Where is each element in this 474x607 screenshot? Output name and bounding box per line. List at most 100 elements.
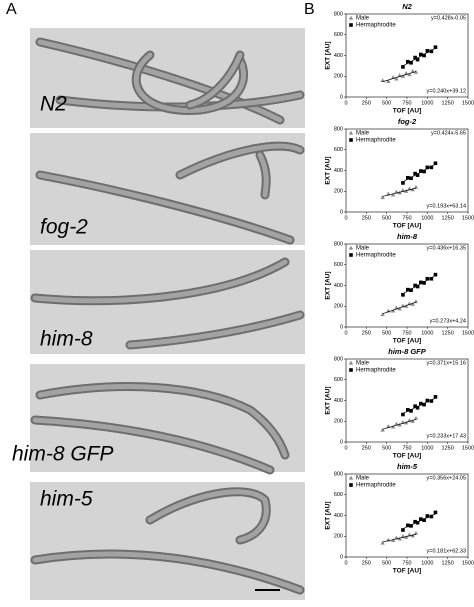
- marker: [397, 536, 402, 541]
- x-tick-label: 500: [382, 560, 391, 566]
- marker: [401, 293, 405, 297]
- marker: [425, 514, 430, 518]
- legend-marker: [348, 360, 354, 365]
- fit-line: [382, 71, 417, 83]
- marker: [401, 65, 405, 69]
- image-label: him-5: [40, 488, 93, 511]
- y-tick-label: 200: [334, 304, 343, 310]
- legend-marker: [349, 253, 353, 257]
- marker: [407, 72, 412, 77]
- marker: [413, 283, 417, 288]
- marker: [400, 74, 406, 78]
- legend-label: Hermaphrodite: [356, 23, 396, 29]
- y-tick-label: 200: [334, 419, 343, 425]
- x-tick-label: 1000: [421, 330, 433, 336]
- x-tick-label: 500: [382, 445, 391, 451]
- marker: [390, 192, 396, 197]
- marker: [419, 517, 423, 521]
- marker: [413, 171, 417, 176]
- worm-body: [177, 143, 303, 178]
- marker: [422, 281, 426, 285]
- marker: [413, 519, 417, 524]
- marker: [380, 427, 385, 432]
- fit-label: y=0.424x-5.65: [431, 130, 466, 136]
- x-tick-label: 1500: [462, 445, 474, 451]
- worm-body: [147, 489, 269, 543]
- marker: [419, 52, 423, 57]
- x-axis-label: TOF [AU]: [393, 338, 421, 345]
- marker: [413, 404, 417, 409]
- marker: [390, 424, 396, 429]
- legend-label: Hermaphrodite: [356, 483, 396, 489]
- marker: [419, 169, 423, 173]
- marker: [410, 68, 415, 73]
- marker: [413, 55, 417, 60]
- marker: [413, 184, 419, 189]
- panel-label: B: [304, 1, 315, 18]
- image-label: him-8 GFP: [12, 443, 114, 466]
- marker: [409, 288, 413, 292]
- y-tick-label: 200: [334, 74, 343, 80]
- y-axis-label: EXT [AU]: [325, 41, 332, 69]
- marker: [401, 181, 405, 185]
- y-tick-label: 800: [334, 126, 343, 132]
- legend-label: Male: [356, 246, 370, 252]
- y-tick-label: 600: [334, 262, 343, 268]
- fit-label: y=0.356x+24.05: [427, 475, 466, 481]
- x-axis-label: TOF [AU]: [393, 108, 421, 115]
- marker: [380, 195, 385, 200]
- chart-title: fog-2: [398, 117, 417, 126]
- marker: [406, 408, 410, 412]
- x-tick-label: 1250: [442, 100, 454, 106]
- worm-body: [37, 384, 288, 458]
- x-tick-label: 1250: [442, 560, 454, 566]
- y-tick-label: 600: [334, 147, 343, 153]
- y-tick-label: 800: [334, 356, 343, 362]
- x-tick-label: 750: [402, 100, 411, 106]
- legend-marker: [349, 368, 353, 372]
- legend-label: Hermaphrodite: [356, 368, 396, 374]
- y-tick-label: 0: [340, 94, 343, 100]
- y-tick-label: 600: [334, 32, 343, 38]
- marker: [425, 276, 430, 281]
- marker: [433, 45, 438, 49]
- y-tick-label: 400: [334, 513, 343, 519]
- x-tick-label: 750: [402, 560, 411, 566]
- worm-body: [37, 172, 293, 243]
- fit-label: y=0.428x-0.05: [431, 15, 466, 21]
- marker: [410, 187, 415, 192]
- marker: [422, 169, 426, 174]
- fit-label: y=0.193x+63.14: [427, 203, 466, 209]
- x-tick-label: 1500: [462, 215, 474, 221]
- x-tick-label: 0: [344, 560, 347, 566]
- chart-title: him-8 GFP: [388, 347, 427, 356]
- marker: [422, 518, 426, 522]
- marker: [429, 399, 434, 403]
- legend-label: Hermaphrodite: [356, 138, 396, 144]
- x-tick-label: 250: [362, 330, 371, 336]
- marker: [394, 76, 399, 81]
- legend-label: Male: [356, 131, 370, 137]
- legend-marker: [349, 138, 353, 142]
- marker: [406, 287, 410, 292]
- chart-title: him-8: [397, 232, 418, 241]
- marker: [419, 401, 423, 406]
- chart-title: N2: [402, 2, 412, 11]
- marker: [409, 176, 413, 181]
- marker: [401, 528, 405, 532]
- marker: [415, 405, 420, 410]
- x-tick-label: 0: [344, 330, 347, 336]
- x-tick-label: 500: [382, 100, 391, 106]
- x-tick-label: 250: [362, 100, 371, 106]
- marker: [413, 415, 419, 420]
- x-tick-label: 1500: [462, 330, 474, 336]
- y-tick-label: 400: [334, 283, 343, 289]
- x-tick-label: 250: [362, 215, 371, 221]
- y-axis-label: EXT [AU]: [325, 386, 332, 414]
- fit-line: [402, 397, 436, 414]
- panel-label: A: [6, 1, 17, 18]
- y-axis-label: EXT [AU]: [325, 271, 332, 299]
- legend-marker: [348, 475, 354, 480]
- image-label: fog-2: [40, 216, 88, 239]
